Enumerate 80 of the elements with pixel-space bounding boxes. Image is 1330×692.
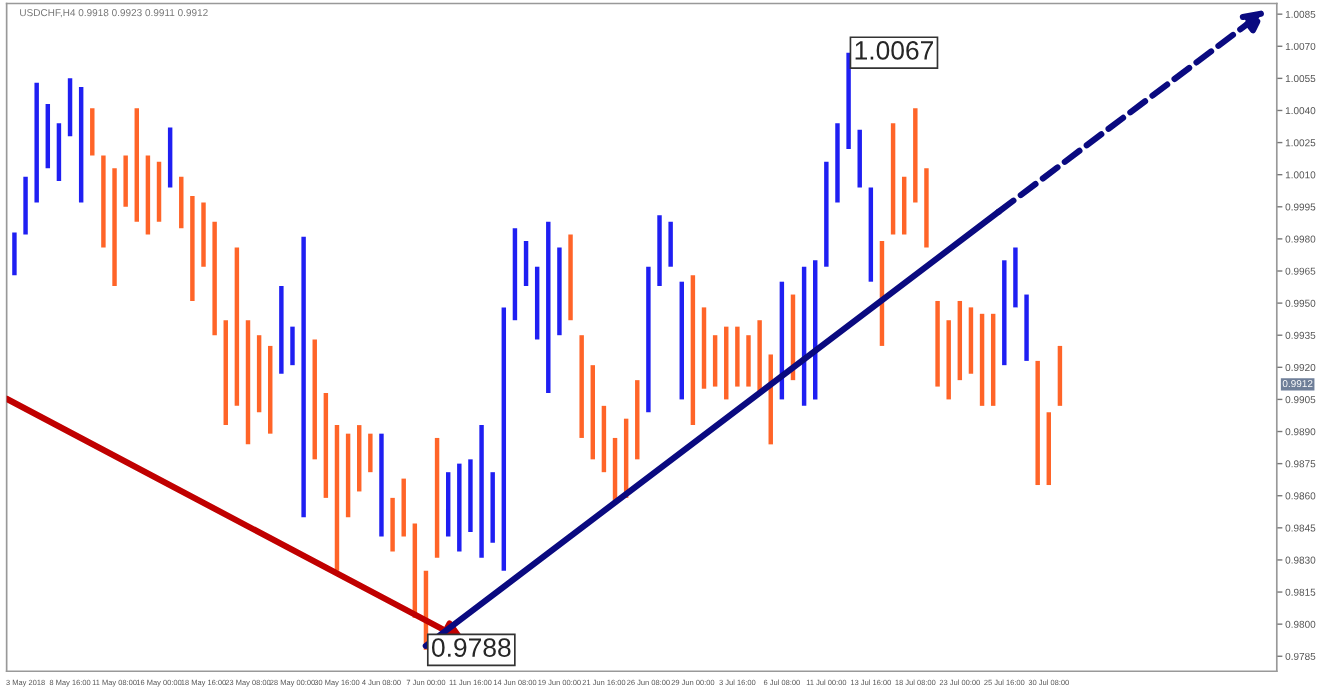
bar: [401, 478, 406, 537]
bar: [712, 335, 718, 387]
bar: [134, 108, 139, 222]
bar: [557, 247, 562, 336]
bar: [279, 285, 284, 374]
bar: [690, 275, 696, 426]
bar: [546, 221, 551, 393]
bar: [701, 307, 707, 389]
annotation: 1.0067: [855, 41, 933, 60]
bar: [1002, 260, 1007, 366]
bar: [212, 221, 217, 336]
bar: [45, 104, 51, 169]
bar: [90, 108, 95, 156]
bar: [112, 168, 117, 286]
bar: [835, 123, 840, 203]
bar: [846, 52, 851, 149]
bar: [23, 176, 28, 235]
bar: [668, 221, 673, 267]
bar: [12, 232, 17, 276]
bar: [646, 266, 651, 413]
bar: [434, 437, 440, 558]
bar: [935, 300, 940, 387]
bar: [256, 335, 262, 413]
bar: [245, 320, 251, 445]
bar: [56, 123, 62, 182]
bar: [290, 326, 295, 366]
bar: [145, 155, 151, 235]
bar: [1024, 294, 1029, 361]
bar: [1035, 360, 1040, 486]
bar: [924, 168, 929, 248]
bar: [1057, 345, 1063, 406]
bar: [234, 247, 240, 406]
bar: [657, 215, 662, 286]
bar: [913, 108, 918, 203]
bar: [635, 380, 640, 460]
bar: [512, 228, 518, 321]
bar: [101, 155, 106, 248]
bar: [167, 127, 173, 188]
bar: [156, 161, 162, 222]
bar: [946, 320, 951, 400]
bar: [523, 241, 529, 286]
bar: [957, 300, 963, 381]
bar: [223, 320, 228, 426]
bar: [990, 313, 996, 406]
bar: [568, 234, 573, 321]
annotation: 0.9788: [431, 638, 511, 657]
bar: [190, 196, 195, 301]
bar: [490, 472, 495, 543]
bar: [368, 433, 373, 473]
bar: [323, 393, 329, 498]
bar: [979, 313, 985, 406]
bar: [479, 425, 484, 558]
bar: [968, 307, 974, 374]
bar: [379, 433, 384, 537]
bar: [201, 202, 206, 267]
bar: [735, 326, 740, 387]
bar: [590, 365, 596, 460]
bar: [824, 161, 829, 267]
bar: [445, 472, 451, 537]
bar: [268, 345, 273, 434]
bar: [501, 307, 507, 571]
bar: [1013, 247, 1018, 308]
bar: [67, 78, 73, 137]
bar: [901, 176, 907, 235]
bar: [746, 335, 751, 387]
bar: [334, 425, 340, 571]
bar: [312, 339, 317, 460]
bar: [857, 129, 862, 188]
bar: [468, 459, 473, 533]
bar: [123, 155, 128, 207]
bar: [868, 187, 874, 282]
bar: [34, 82, 39, 203]
bar: [1046, 412, 1052, 486]
bar: [390, 497, 395, 552]
bar: [301, 236, 306, 518]
bar: [890, 123, 896, 235]
bar: [579, 335, 584, 438]
bar: [78, 86, 84, 203]
bar: [457, 463, 462, 552]
bar: [757, 320, 762, 393]
